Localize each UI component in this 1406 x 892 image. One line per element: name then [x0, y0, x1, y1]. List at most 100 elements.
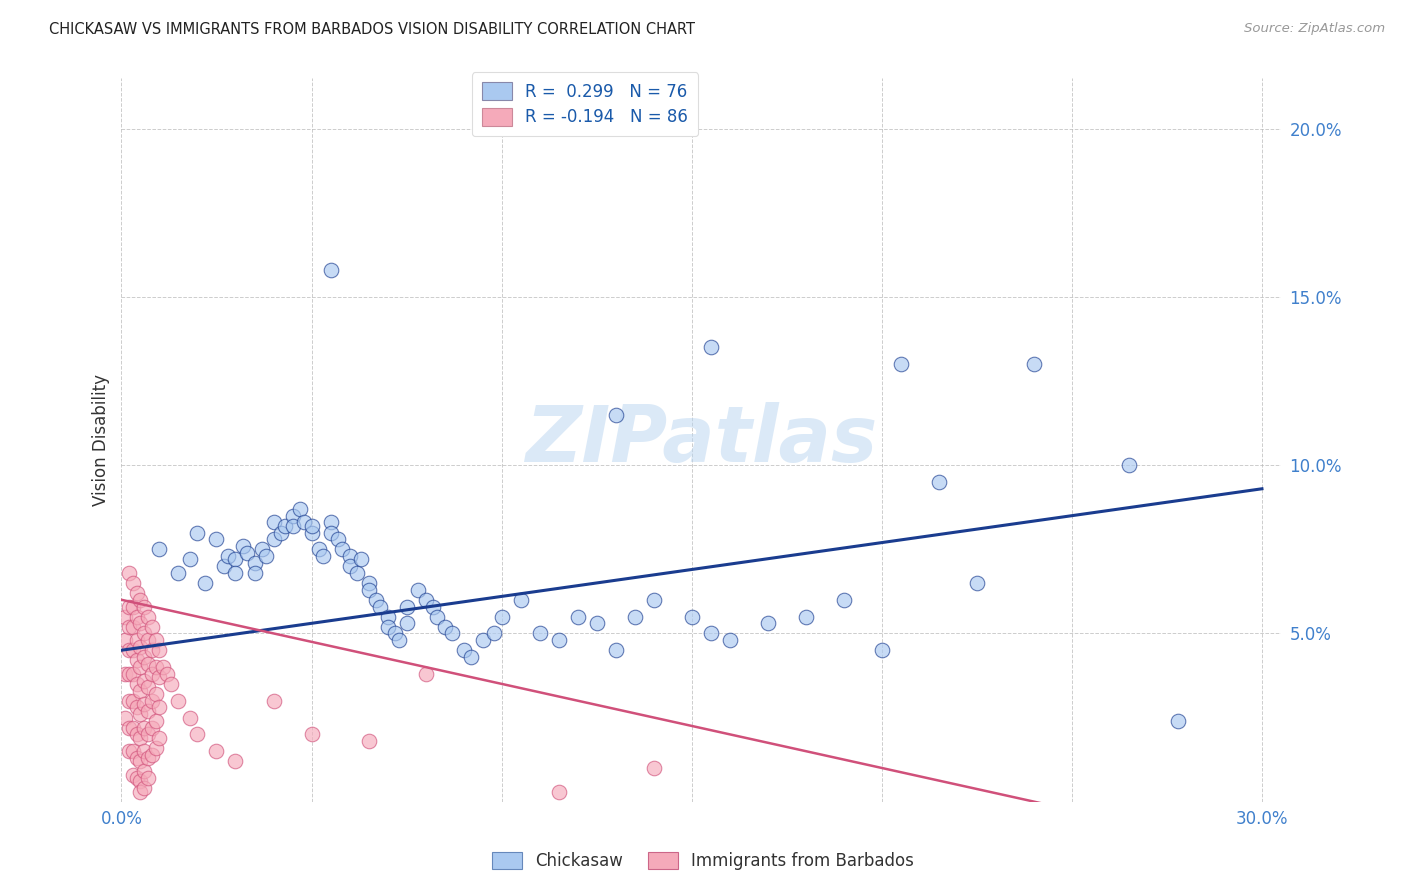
Point [129, 640, 152, 654]
Point [366, 592, 388, 607]
Point [270, 525, 292, 540]
Point [453, 643, 475, 657]
Point [134, 650, 156, 665]
Point [292, 516, 315, 530]
Point [136, 609, 159, 624]
Point [141, 643, 163, 657]
Point [134, 697, 156, 711]
Point [136, 704, 159, 718]
Point [134, 626, 156, 640]
Point [121, 767, 143, 781]
Point [145, 633, 167, 648]
Point [167, 566, 190, 580]
Point [134, 599, 156, 614]
Point [422, 599, 444, 614]
Point [263, 516, 285, 530]
Text: ZIPatlas: ZIPatlas [524, 402, 877, 478]
Point [699, 626, 721, 640]
Legend: Chickasaw, Immigrants from Barbados: Chickasaw, Immigrants from Barbados [485, 845, 921, 877]
Point [134, 781, 156, 796]
Point [1022, 357, 1045, 371]
Point [134, 764, 156, 779]
Point [148, 542, 170, 557]
Point [118, 744, 141, 758]
Point [167, 694, 190, 708]
Point [415, 666, 437, 681]
Point [134, 721, 156, 735]
Point [357, 582, 380, 597]
Point [330, 542, 353, 557]
Point [319, 263, 342, 277]
Point [118, 666, 141, 681]
Point [699, 341, 721, 355]
Point [326, 533, 349, 547]
Point [263, 694, 285, 708]
Point [118, 694, 141, 708]
Point [319, 525, 342, 540]
Point [567, 609, 589, 624]
Point [205, 533, 228, 547]
Point [368, 599, 391, 614]
Point [125, 633, 148, 648]
Point [529, 626, 551, 640]
Point [121, 599, 143, 614]
Point [118, 721, 141, 735]
Point [125, 751, 148, 765]
Point [121, 694, 143, 708]
Text: CHICKASAW VS IMMIGRANTS FROM BARBADOS VISION DISABILITY CORRELATION CHART: CHICKASAW VS IMMIGRANTS FROM BARBADOS VI… [49, 22, 695, 37]
Point [605, 408, 627, 422]
Point [1118, 458, 1140, 473]
Point [129, 731, 152, 745]
Point [121, 620, 143, 634]
Point [148, 643, 170, 657]
Point [141, 666, 163, 681]
Point [141, 747, 163, 762]
Point [217, 549, 239, 563]
Point [319, 516, 342, 530]
Point [179, 710, 201, 724]
Point [212, 559, 235, 574]
Point [250, 542, 273, 557]
Point [547, 633, 569, 648]
Point [471, 633, 494, 648]
Point [121, 721, 143, 735]
Point [643, 592, 665, 607]
Point [145, 687, 167, 701]
Point [224, 754, 246, 768]
Point [357, 734, 380, 748]
Point [114, 609, 136, 624]
Point [301, 525, 323, 540]
Point [145, 714, 167, 728]
Point [301, 727, 323, 741]
Point [350, 552, 373, 566]
Legend: R =  0.299   N = 76, R = -0.194   N = 86: R = 0.299 N = 76, R = -0.194 N = 86 [472, 72, 697, 136]
Point [224, 566, 246, 580]
Point [129, 683, 152, 698]
Point [491, 609, 513, 624]
Point [148, 670, 170, 684]
Point [129, 707, 152, 722]
Point [433, 620, 456, 634]
Point [125, 586, 148, 600]
Point [129, 784, 152, 798]
Point [243, 556, 266, 570]
Point [254, 549, 277, 563]
Point [121, 576, 143, 591]
Point [357, 576, 380, 591]
Point [118, 566, 141, 580]
Point [148, 731, 170, 745]
Point [377, 609, 399, 624]
Point [301, 518, 323, 533]
Point [1167, 714, 1189, 728]
Point [125, 653, 148, 667]
Point [460, 650, 482, 665]
Point [118, 643, 141, 657]
Point [134, 673, 156, 688]
Point [129, 616, 152, 631]
Point [281, 518, 304, 533]
Point [718, 633, 741, 648]
Point [156, 666, 179, 681]
Point [388, 633, 411, 648]
Point [395, 616, 418, 631]
Point [121, 666, 143, 681]
